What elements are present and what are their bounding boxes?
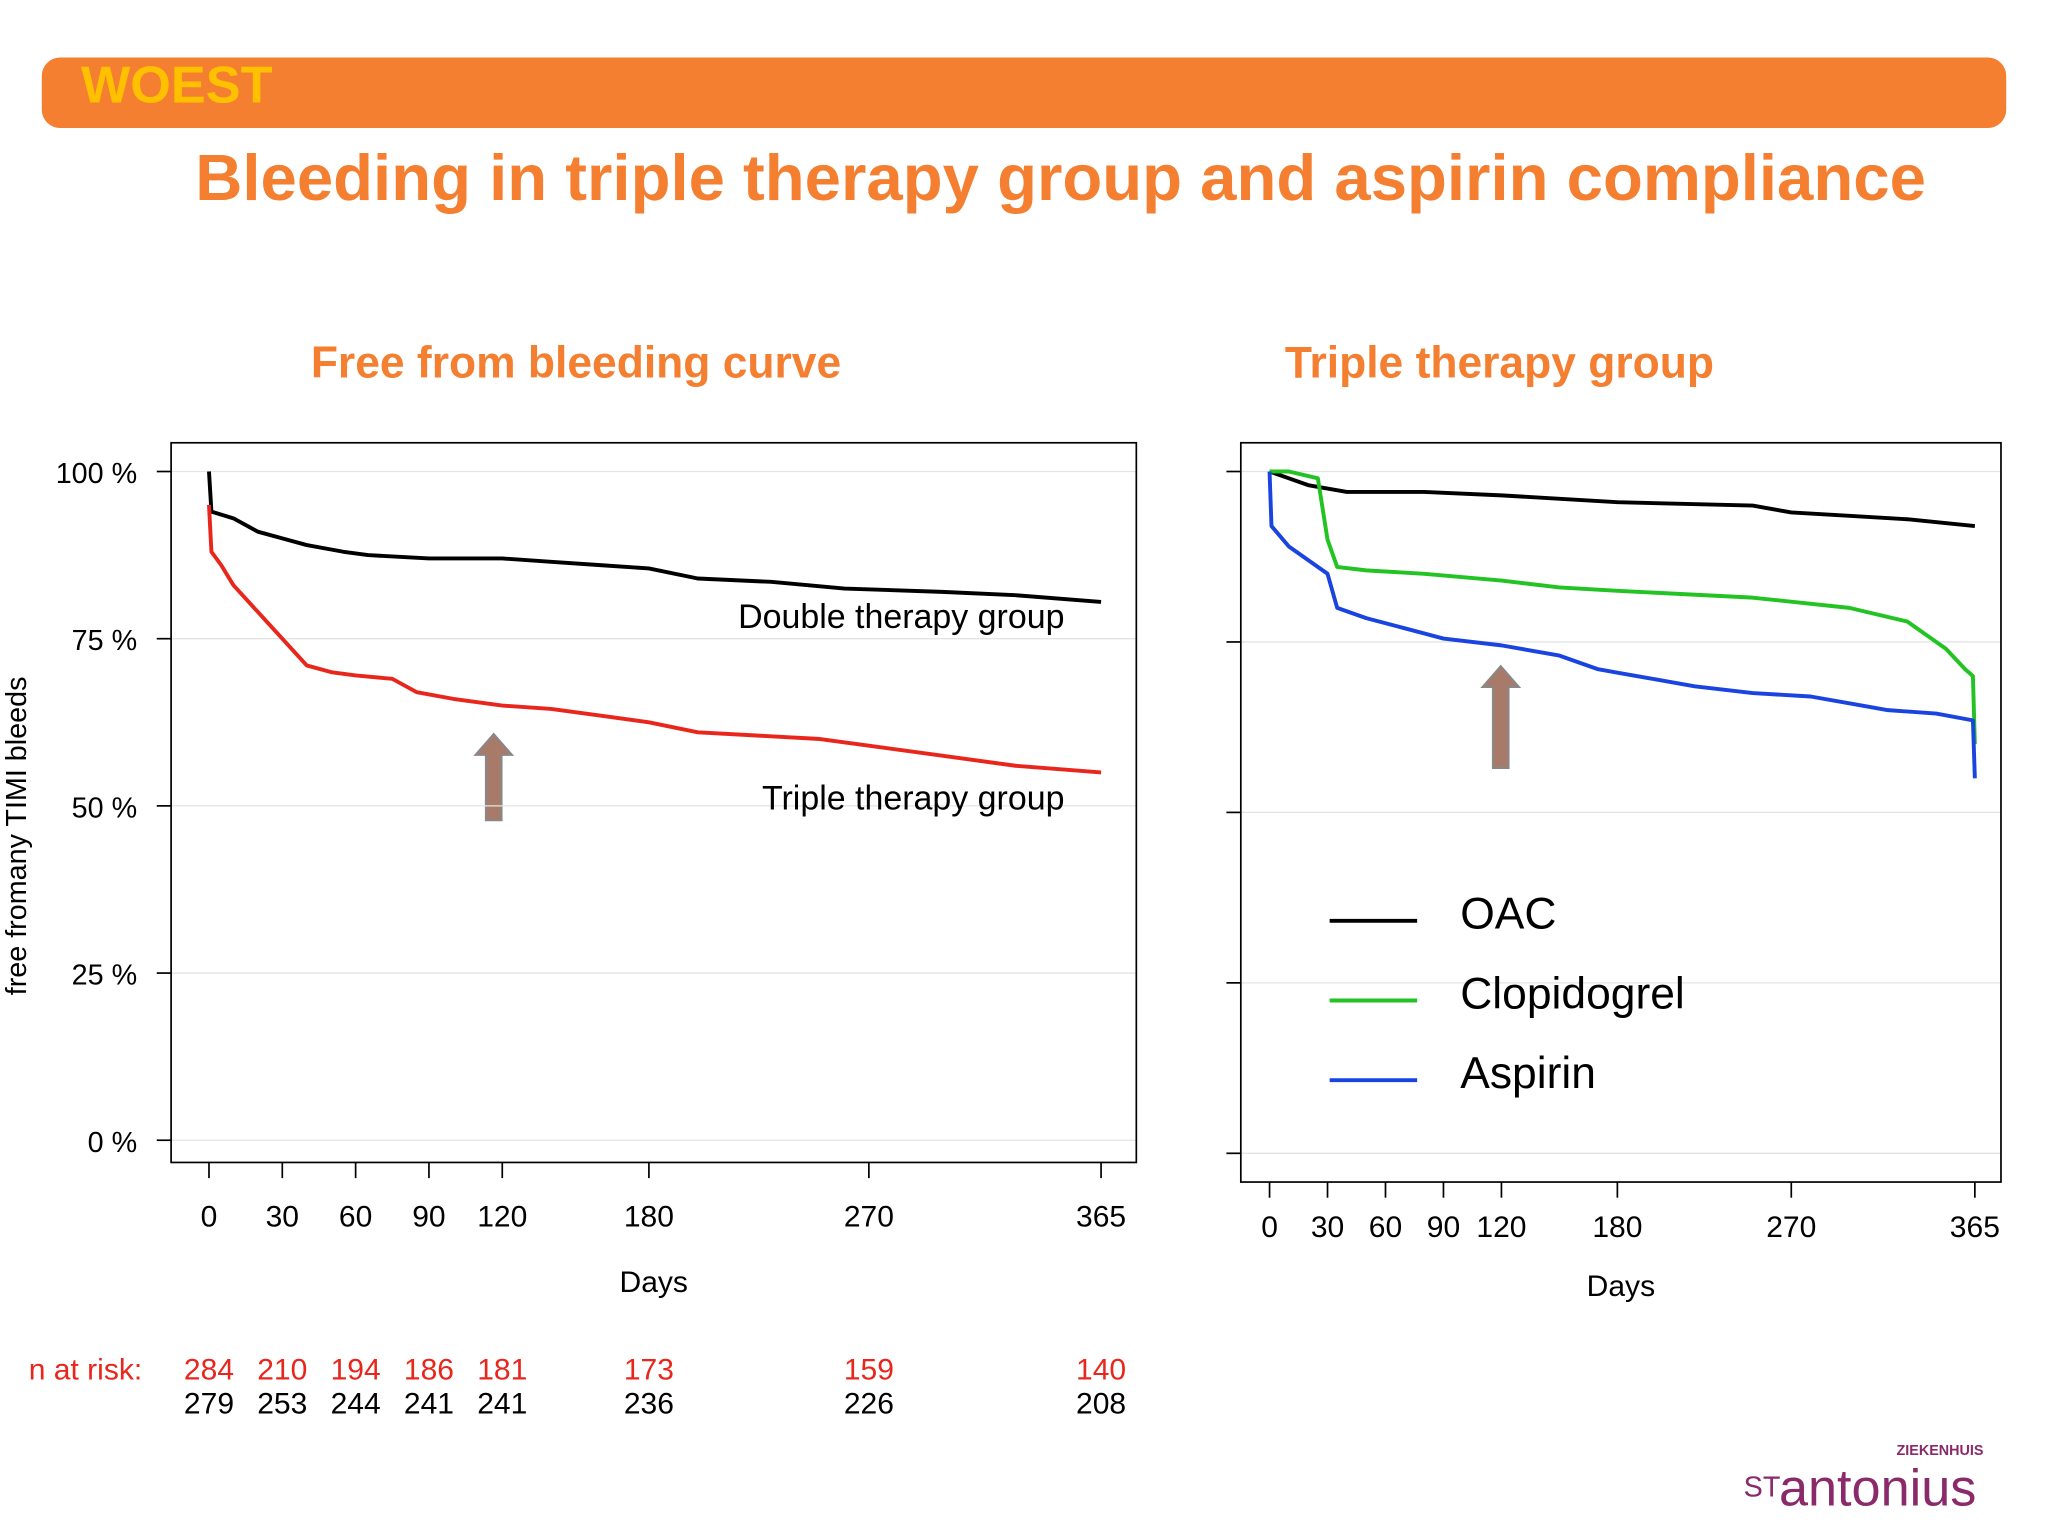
x-axis-label: Days — [1587, 1270, 1655, 1303]
x-tick-label: 0 — [1261, 1211, 1278, 1244]
risk-count: 186 — [404, 1353, 454, 1386]
km-curve — [207, 471, 1102, 604]
km-curve — [1267, 471, 1977, 779]
km-curve — [1268, 469, 1976, 529]
y-tick-label: 100 % — [56, 458, 137, 490]
plot-frame — [1239, 441, 2002, 1183]
slide-title: Bleeding in triple therapy group and asp… — [195, 141, 1926, 214]
x-tick-label: 90 — [412, 1201, 445, 1234]
risk-count: 284 — [184, 1353, 234, 1386]
logo-st: ST — [1744, 1472, 1781, 1504]
y-tick-label: 25 % — [72, 960, 137, 992]
legend-label: Aspirin — [1460, 1049, 1596, 1098]
x-tick-label: 30 — [266, 1201, 299, 1234]
legend-label: OAC — [1460, 890, 1556, 939]
risk-count: 159 — [844, 1353, 894, 1386]
x-tick-label: 180 — [1592, 1211, 1642, 1244]
x-tick-label: 0 — [201, 1201, 218, 1234]
y-tick-label: 0 % — [88, 1127, 137, 1159]
risk-count: 181 — [477, 1353, 527, 1386]
y-axis-label: free fromany TIMI bleeds — [1, 677, 33, 996]
risk-label: n at risk: — [29, 1353, 142, 1386]
y-tick-label: 50 % — [72, 792, 137, 824]
risk-count: 140 — [1076, 1353, 1126, 1386]
km-curve — [1269, 469, 1977, 745]
legend-label: Clopidogrel — [1460, 969, 1685, 1018]
x-tick-label: 90 — [1427, 1211, 1460, 1244]
x-tick-label: 365 — [1950, 1211, 2000, 1244]
logo-name: antonius — [1779, 1459, 1977, 1517]
x-tick-label: 270 — [1766, 1211, 1816, 1244]
risk-count: 226 — [844, 1387, 894, 1420]
chart-title: Triple therapy group — [1285, 338, 1714, 387]
header-tag: WOEST — [81, 57, 273, 115]
y-tick-label: 75 % — [72, 625, 137, 657]
risk-count: 173 — [624, 1353, 674, 1386]
x-tick-label: 120 — [1476, 1211, 1526, 1244]
x-tick-label: 180 — [624, 1201, 674, 1234]
risk-count: 194 — [331, 1353, 381, 1386]
x-axis-label: Days — [620, 1266, 688, 1299]
x-tick-label: 30 — [1311, 1211, 1344, 1244]
x-tick-label: 365 — [1076, 1201, 1126, 1234]
risk-count: 236 — [624, 1387, 674, 1420]
risk-count: 279 — [184, 1387, 234, 1420]
risk-count: 241 — [404, 1387, 454, 1420]
arrow — [1480, 664, 1522, 769]
risk-count: 253 — [257, 1387, 307, 1420]
risk-count: 244 — [331, 1387, 381, 1420]
x-tick-label: 120 — [477, 1201, 527, 1234]
plot-frame — [170, 441, 1138, 1164]
risk-count: 208 — [1076, 1387, 1126, 1420]
km-curve — [207, 504, 1102, 775]
arrow — [473, 732, 515, 822]
series-label: Triple therapy group — [762, 780, 1064, 818]
chart-title: Free from bleeding curve — [311, 338, 841, 387]
logo-top: ZIEKENHUIS — [1896, 1443, 1983, 1459]
x-tick-label: 60 — [1369, 1211, 1402, 1244]
x-tick-label: 270 — [844, 1201, 894, 1234]
x-tick-label: 60 — [339, 1201, 372, 1234]
risk-count: 241 — [477, 1387, 527, 1420]
header-bar — [41, 57, 2007, 128]
risk-count: 210 — [257, 1353, 307, 1386]
series-label: Double therapy group — [738, 598, 1064, 636]
